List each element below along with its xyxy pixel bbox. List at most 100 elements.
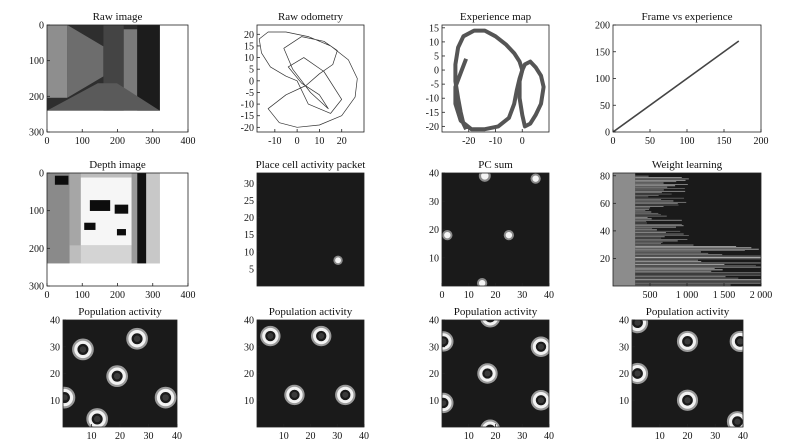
x-tick-label: 0 [440,290,445,301]
weight-row [635,244,694,246]
x-tick-label: 20 [491,290,501,301]
panel-title: Depth image [89,159,146,171]
activity-ring-glow [86,408,109,427]
weight-row [635,201,687,203]
y-tick-label: 200 [29,92,44,103]
weight-row [635,252,709,254]
y-tick-label: 50 [600,101,610,112]
panel-population-2: Population activity 10 20 30 40 10 20 30 40 [244,306,369,442]
activity-ring-glow [729,330,743,352]
activity-ring [482,421,498,427]
activity-ring [156,388,175,407]
weight-row [635,210,646,211]
plot-area [257,173,364,286]
weight-row [635,255,761,257]
activity-ring-glow [477,363,498,384]
y-tick-label: -15 [426,108,439,119]
plot-area [47,25,160,111]
plot-area [613,173,761,286]
weight-row [635,182,664,184]
activity-ring [731,332,743,350]
weight-row [635,250,745,251]
activity-ring-glow [442,331,454,352]
activity-ring-center [684,338,691,345]
activity-ring-glow [530,390,549,411]
series-line-0 [613,40,740,132]
y-tick-label: 5 [434,51,439,62]
series-line-0 [453,28,525,132]
activity-ring-glow [72,338,94,361]
weight-untrained-band [613,173,636,286]
series-line-0 [258,31,358,128]
heatmap-background [257,320,364,427]
activity-ring [286,386,303,404]
x-tick-label: 1 500 [713,290,736,301]
activity-ring [337,386,354,404]
panel-title: Raw image [93,11,143,23]
weight-row [635,263,725,265]
x-tick-label: 300 [145,290,160,301]
activity-ring [108,367,126,385]
weight-row [635,179,686,181]
plot-area [63,320,177,427]
x-tick-label: 400 [181,290,196,301]
x-tick-label: 10 [314,136,324,147]
activity-ring-glow [63,386,76,409]
y-tick-label: 0 [605,128,610,139]
panel-population-3: Population activity 10 20 30 40 10 20 30 40 [429,306,554,442]
activity-ring-center [267,333,274,340]
activity-spot [444,231,451,239]
y-tick-label: -20 [241,123,254,134]
y-tick-label: 100 [595,74,610,85]
activity-spot [481,173,489,180]
x-tick-label: -20 [462,136,475,147]
y-tick-label: 10 [244,53,254,64]
y-tick-label: 20 [244,213,254,224]
weight-row [635,193,672,195]
x-tick-label: 20 [491,431,501,442]
panel-experience-map: Experience map -20 -10 0 -20 -15 -10 -5 0 5 10 15 [426,11,550,147]
y-tick-label: 200 [29,244,44,255]
y-tick-label: 20 [429,225,439,236]
weight-row [635,248,759,250]
x-tick-label: 40 [544,290,554,301]
x-tick-label: 500 [643,290,658,301]
weight-row [635,281,761,283]
weight-row [635,276,726,278]
y-tick-label: 30 [244,342,254,353]
y-tick-label: 10 [619,396,629,407]
y-tick-label: 40 [429,316,439,327]
x-tick-label: 200 [110,290,125,301]
activity-ring [728,413,743,427]
y-tick-label: 20 [600,254,610,265]
y-tick-label: 10 [244,247,254,258]
x-tick-label: 10 [279,431,289,442]
panel-pc-sum: PC sum 0 10 20 30 40 10 20 30 40 [429,159,554,301]
activity-ring-glow [284,384,305,406]
weight-row [635,184,688,185]
plot-area [613,40,740,132]
weight-row [635,204,679,206]
weight-row [635,265,756,267]
weight-row [635,226,676,228]
y-tick-label: 0 [39,169,44,180]
activity-ring-glow [530,336,549,357]
weight-row [635,181,677,183]
activity-ring-center [484,370,491,377]
x-tick-label: 200 [754,136,769,147]
x-tick-label: 40 [544,431,554,442]
weight-row [635,195,659,196]
y-tick-label: 20 [619,369,629,380]
weight-row [635,259,699,261]
weight-row [635,257,761,258]
weight-row [635,266,761,268]
activity-ring [88,410,106,427]
x-tick-label: 400 [181,136,196,147]
x-tick-label: 10 [464,290,474,301]
weight-row [635,207,651,209]
y-tick-label: 30 [429,197,439,208]
weight-row [635,283,761,285]
activity-ring-center [634,370,641,377]
y-tick-label: 80 [600,171,610,182]
